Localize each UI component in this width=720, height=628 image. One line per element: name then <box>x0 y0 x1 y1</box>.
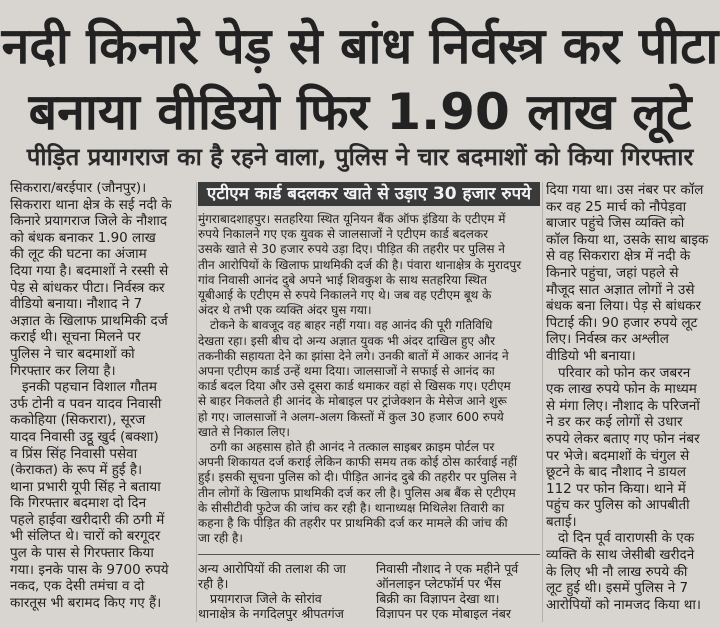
text-line: कारतूस भी बरामद किए गए हैं। <box>10 594 162 611</box>
text-line: वीडियो बनाया। नौशाद ने 7 <box>10 296 143 313</box>
continuation-right: निवासी नौशाद ने एक महीने पूर्व ऑनलाइन प्ल… <box>376 561 540 621</box>
text-line: तकनीकी सहायता देने का झांसा देने लगे। उन… <box>198 348 509 363</box>
column-divider <box>542 182 543 622</box>
text-line: की लूट की घटना का अंजाम <box>10 246 147 263</box>
headline-line-2: बनाया वीडियो फिर 1.90 लाख लूटे <box>28 83 692 141</box>
text-line: बताई। <box>546 513 577 530</box>
text-line: देखता रहा। इसी बीच दो अन्य अज्ञात युवक भ… <box>198 333 496 348</box>
text-line: अपना एटीएम कार्ड उन्हें थमा दिया। जालसाज… <box>198 364 495 379</box>
text-line: ठगी का अहसास होते ही आनंद ने तत्काल साइब… <box>210 440 495 455</box>
text-line: आरोपियों को नामजद किया था। <box>546 596 702 613</box>
text-line: पेड़ से बांधकर पीटा। निर्वस्त्र कर <box>10 279 165 296</box>
text-line: तीन लोगों के खिलाफ प्राथमिकी दर्ज कर ली … <box>198 485 516 500</box>
text-line: रही है। <box>198 576 229 592</box>
text-line: विज्ञापन पर एक मोबाइल नंबर <box>376 606 511 622</box>
text-line: को बंधक बनाकर 1.90 लाख <box>10 229 156 246</box>
text-line: लिए। निर्वस्त्र कर अश्लील <box>546 331 669 348</box>
article-continuation: अन्य आरोपियों की तलाश की जा रही है। प्रयाग… <box>198 561 540 621</box>
text-line: गिरफ्तार कर लिया है। <box>10 362 116 379</box>
text-line: बिक्री का विज्ञापन देखा था। <box>376 591 500 607</box>
text-line: व प्रिंस सिंह निवासी पसेवा <box>10 445 138 462</box>
text-line: 112 पर फोन किया। थाने में <box>546 480 686 497</box>
side-story-body: मुंगराबादशाहपुर। सतहरिया स्थित यूनियन बै… <box>198 212 540 546</box>
text-line: रुपये निकालने गए एक युवक से जालसाजों ने … <box>198 227 489 242</box>
text-line: हो गए। जालसाजों ने अलग-अलग किस्तों में क… <box>198 409 504 424</box>
text-line: निवासी नौशाद ने एक महीने पूर्व <box>376 561 519 577</box>
text-line: ने डर कर कई लोगों से उधार <box>546 414 683 431</box>
text-line: मुंगराबादशाहपुर। सतहरिया स्थित यूनियन बै… <box>198 212 506 226</box>
text-line: उसके खाते से 30 हजार रुपये उड़ा दिए। पीड… <box>198 242 505 257</box>
text-line: दिया गया है। बदमाशों ने रस्सी से <box>10 262 169 279</box>
text-line: थाना प्रभारी यूपी सिंह ने बताया <box>10 478 161 495</box>
text-line: थानाक्षेत्र के नगदिलपुर श्रीपतगंज <box>198 606 344 622</box>
subheadline: पीड़ित प्रयागराज का है रहने वाला, पुलिस … <box>26 143 694 171</box>
text-line: वीडियो भी बनाया। <box>546 347 636 364</box>
text-line: हुई। इसकी सूचना पुलिस को दी। पीड़ित आनंद… <box>198 470 517 485</box>
text-line: के सीसीटीवी फुटेज की जांच कर रही है। थान… <box>198 500 505 515</box>
text-line: परिवार को फोन कर जबरन <box>558 364 691 381</box>
text-line: कि गिरफ्तार बदमाश दो दिन <box>10 495 147 512</box>
text-line: पहुंच कर पुलिस को आपबीती <box>546 497 690 514</box>
headline-line-1: नदी किनारे पेड़ से बांध निर्वस्त्र कर पी… <box>1 17 719 75</box>
text-line: पर भेजे। बदमाशों के चंगुल से <box>546 447 690 464</box>
text-line: के लिए भी नौ लाख रुपये की <box>546 563 688 580</box>
text-line: दो दिन पूर्व वाराणसी के एक <box>558 530 695 547</box>
side-story: एटीएम कार्ड बदलकर खाते से उड़ाए 30 हजार … <box>198 182 540 621</box>
text-line: यूबीआई के एटीएम से रुपये निकालने गए थे। … <box>198 288 492 303</box>
text-line: से वह सिकरारा क्षेत्र में नदी के <box>546 248 691 265</box>
text-line: भी संलिप्त थे। चारों को बरगूदर <box>10 528 161 545</box>
column-divider <box>196 182 197 622</box>
text-line: व्यक्ति के साथ जेसीबी खरीदने <box>546 547 695 564</box>
text-line: पुलिस ने चार बदमाशों को <box>10 345 135 362</box>
text-line: कराई थी। सूचना मिलने पर <box>10 329 141 346</box>
text-line: ककोहिया (सिकरारा), सूरज <box>10 412 146 429</box>
text-line: कर वह 25 मार्च को नौपेड़वा <box>546 198 687 215</box>
text-line: ऑनलाइन प्लेटफॉर्म पर भैंस <box>376 576 502 592</box>
text-line: (केराकत) के रूप में हुई है। <box>10 462 143 479</box>
text-line: कहना है कि पीड़ित की तहरीर पर प्राथमिकी … <box>198 516 508 531</box>
text-line: गया। इनके पास के 9700 रुपये <box>10 561 169 578</box>
text-line: एक लाख रुपये फोन के माध्यम <box>546 381 697 398</box>
article-column-3: दिया गया था। उस नंबर पर कॉल कर वह 25 मार्… <box>546 182 716 613</box>
text-line: नकद, एक देसी तमंचा व दो <box>10 578 145 595</box>
text-line: दिया गया था। उस नंबर पर कॉल <box>546 182 704 198</box>
text-line: उर्फ टोनी व पवन यादव निवासी <box>10 395 162 412</box>
text-line: यादव निवासी उट्ठू खुर्द (बक्शा) <box>10 428 159 445</box>
text-line: किनारे पहुंचा, जहां पहले से <box>546 264 679 281</box>
text-line: प्रयागराज जिले के सोरांव <box>210 591 322 607</box>
text-line: जा रही है। <box>198 531 243 546</box>
text-line: गांव निवासी आनंद दुबे अपने भाई शिवकुश के… <box>198 272 487 287</box>
text-line: से मंगा लिए। नौशाद के परिजनों <box>546 397 700 414</box>
text-line: बाजार पहुंचे जिस व्यक्ति को <box>546 215 685 232</box>
text-line: छूटने के बाद नौशाद ने डायल <box>546 464 686 481</box>
text-line: रुपये लेकर बताए गए फोन नंबर <box>546 430 700 447</box>
article-column-1: सिकरारा/बरईपार (जौनपुर)। सिकरारा थाना क्ष… <box>10 180 196 611</box>
text-line: खाते से निकाल लिए। <box>198 424 290 439</box>
divider <box>198 554 540 556</box>
text-line: मौजूद सात अज्ञात लोगों ने उसे <box>546 281 695 298</box>
text-line: से बाहर निकलते ही आनंद के मोबाइल पर ट्रा… <box>198 394 507 409</box>
text-line: कॉल किया था, उसके साथ बाइक <box>546 231 709 248</box>
text-line: पहले हाईवा खरीदारी की ठगी में <box>10 511 165 528</box>
text-line: टोकने के बावजूद वह बाहर नहीं गया। वह आनं… <box>210 318 493 333</box>
continuation-left: अन्य आरोपियों की तलाश की जा रही है। प्रयाग… <box>198 561 362 621</box>
text-line: अपनी शिकायत दर्ज कराई लेकिन काफी समय तक … <box>198 455 518 470</box>
text-line: कार्ड बदल दिया और उसे दूसरा कार्ड थमाकर … <box>198 379 511 394</box>
text-line: सिकरारा थाना क्षेत्र के सई नदी के <box>10 196 172 213</box>
text-line: लूट हुई थी। इसमें पुलिस ने 7 <box>546 580 689 597</box>
text-line: पिटाई की। 90 हजार रुपये लूट <box>546 314 698 331</box>
text-line: तीन आरोपियों के खिलाफ प्राथमिकी दर्ज की … <box>198 257 522 272</box>
text-line: अज्ञात के खिलाफ प्राथमिकी दर्ज <box>10 312 168 329</box>
text-line: सिकरारा/बरईपार (जौनपुर)। <box>10 180 147 196</box>
text-line: किनारे प्रयागराज जिले के नौशाद <box>10 213 168 230</box>
text-line: अन्य आरोपियों की तलाश की जा <box>198 561 346 577</box>
text-line: पुल के पास से गिरफ्तार किया <box>10 545 154 562</box>
text-line: इनकी पहचान विशाल गौतम <box>22 379 157 396</box>
text-line: अंदर थे तभी एक व्यक्ति अंदर घुस गया। <box>198 303 372 318</box>
text-line: बंधक बना लिया। पेड़ से बांधकर <box>546 298 702 315</box>
side-story-heading: एटीएम कार्ड बदलकर खाते से उड़ाए 30 हजार … <box>198 182 540 206</box>
